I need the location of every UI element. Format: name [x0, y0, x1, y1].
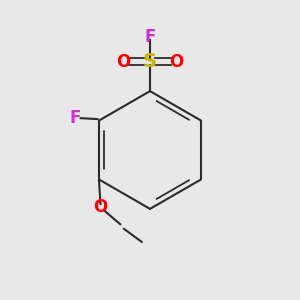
Text: F: F [144, 28, 156, 46]
Text: O: O [169, 53, 184, 71]
Text: O: O [93, 198, 108, 216]
Text: F: F [69, 109, 80, 127]
Text: O: O [116, 53, 130, 71]
Text: S: S [143, 52, 157, 71]
